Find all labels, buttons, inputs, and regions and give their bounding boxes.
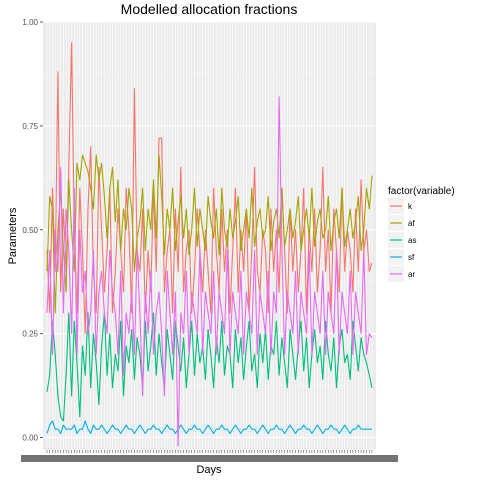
y-tick-label: 0.75 (22, 122, 38, 131)
x-tick-labels-overlapping (21, 455, 398, 462)
series-line-af (46, 154, 373, 314)
y-axis: 0.00 0.25 0.50 0.75 1.00 (22, 18, 43, 443)
series-line-k (46, 42, 373, 335)
legend-label-ar: ar (408, 270, 415, 279)
legend-label-sf: sf (408, 253, 415, 262)
series-line-as (46, 312, 373, 422)
series-line-ar (46, 96, 373, 447)
chart-title: Modelled allocation fractions (121, 1, 298, 17)
y-tick-label: 1.00 (22, 18, 38, 27)
y-tick-label: 0.50 (22, 226, 38, 235)
x-axis (21, 450, 398, 462)
legend: factor(variable) k af as sf ar (388, 186, 455, 282)
series-layer (46, 42, 373, 447)
y-tick-label: 0.25 (22, 330, 38, 339)
x-axis-title: Days (196, 464, 222, 476)
y-axis-title: Parameters (7, 207, 19, 264)
legend-label-k: k (408, 202, 413, 211)
y-tick-label: 0.00 (22, 434, 38, 443)
legend-title: factor(variable) (388, 186, 455, 197)
legend-label-af: af (408, 219, 415, 228)
series-line-sf (46, 420, 372, 434)
legend-label-as: as (408, 236, 416, 245)
